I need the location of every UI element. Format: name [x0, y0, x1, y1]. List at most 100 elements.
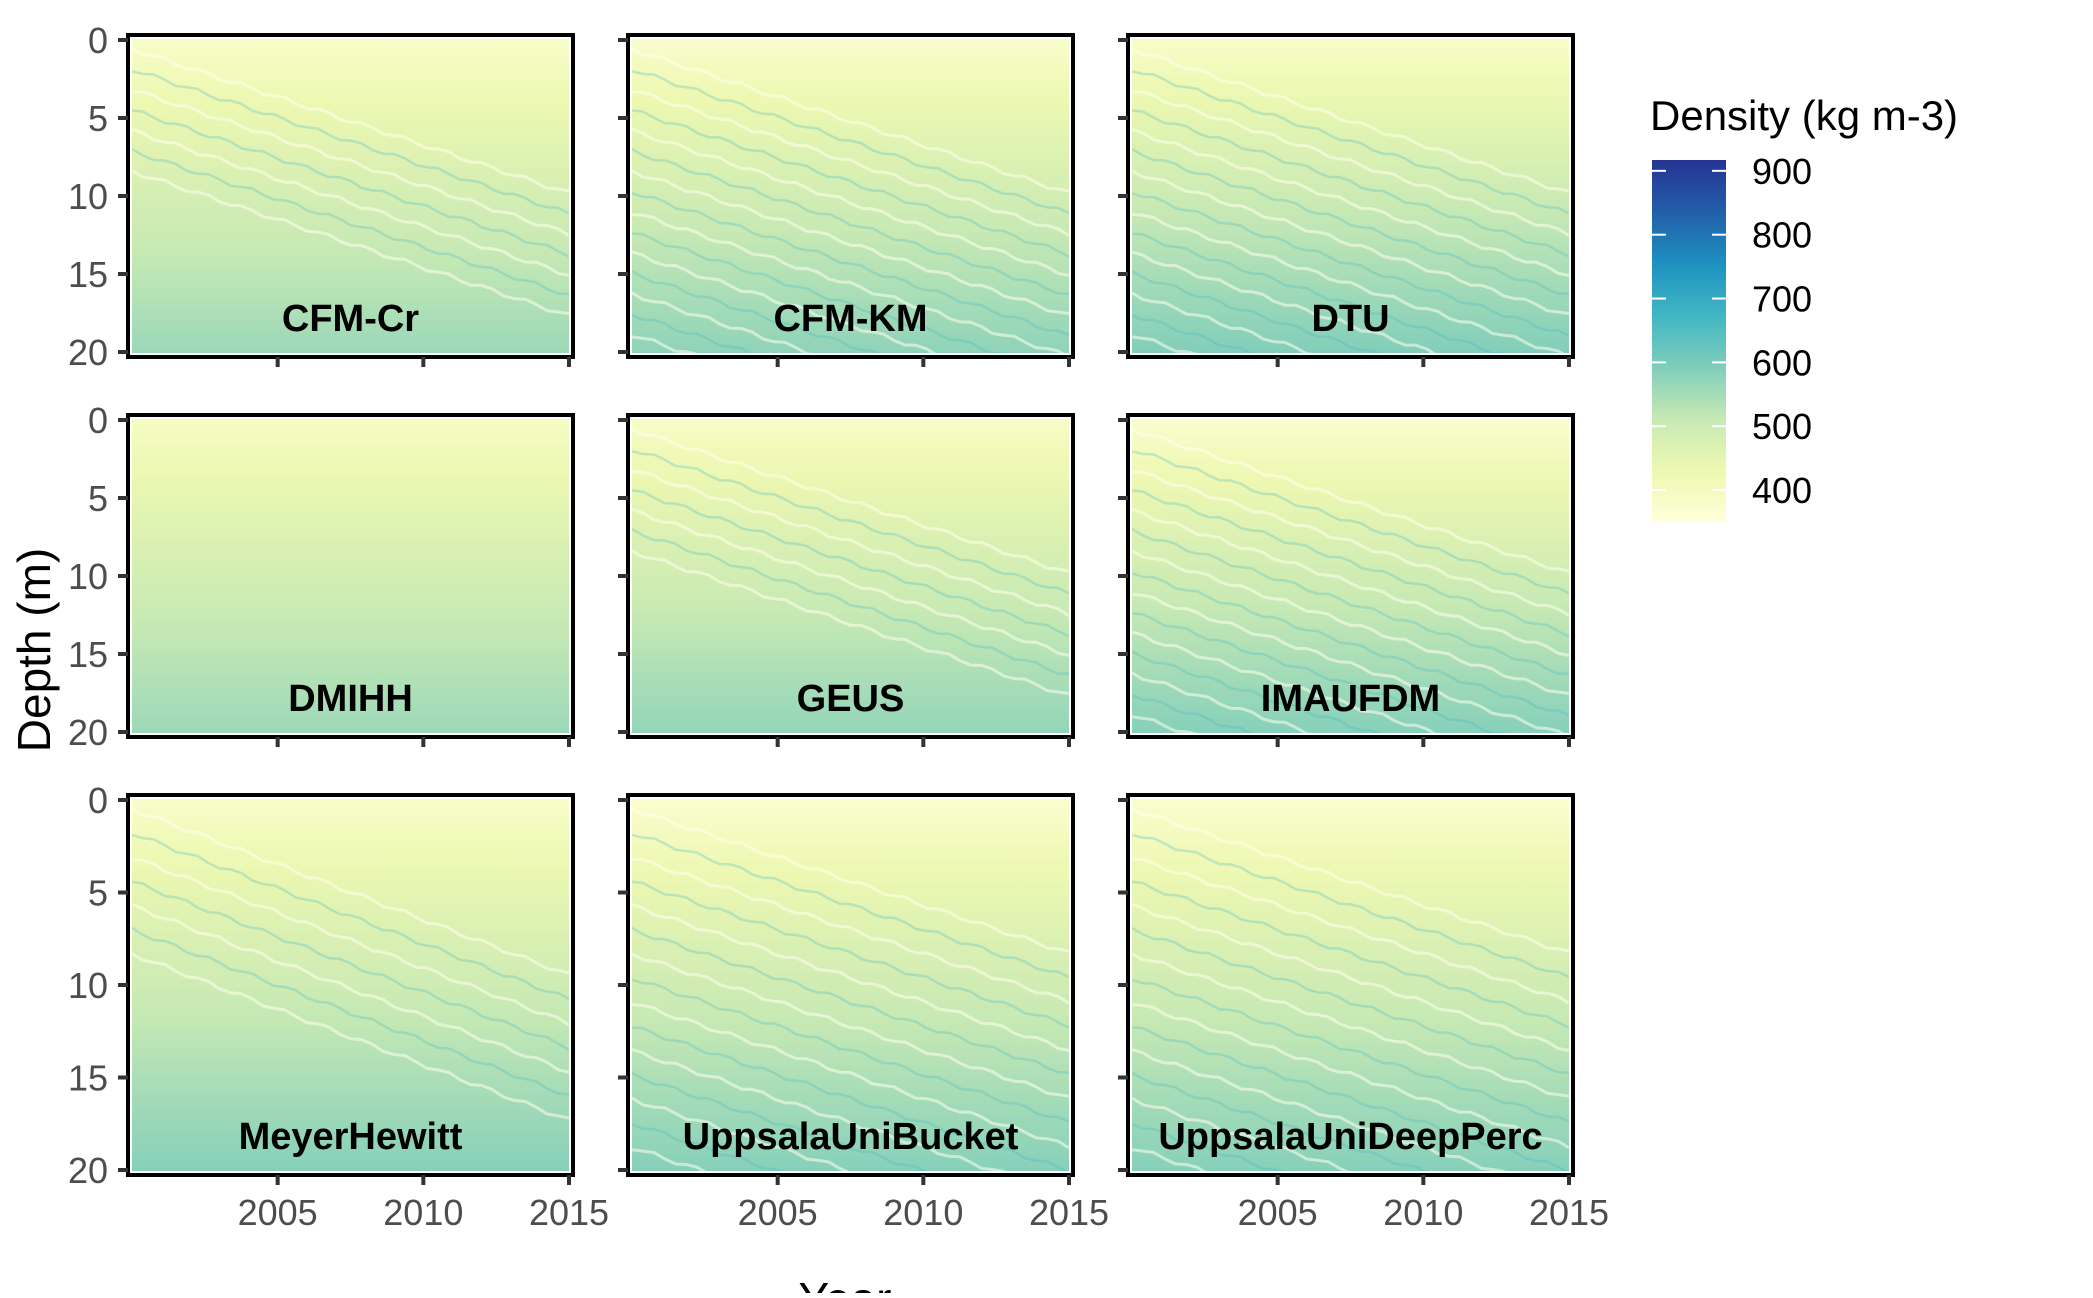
- layer-band: [1132, 880, 1569, 1029]
- layer-band: [1132, 857, 1569, 1005]
- y-tick-label: 20: [68, 332, 108, 373]
- legend-tick-label: 700: [1752, 279, 1812, 320]
- panel-label: CFM-KM: [773, 298, 927, 340]
- layer-band: [632, 192, 1069, 337]
- panel-label: GEUS: [797, 678, 905, 720]
- layer-band: [1132, 450, 1569, 595]
- layer-band: [632, 90, 1069, 237]
- legend-colorbar: [1652, 160, 1726, 522]
- layer-band: [1132, 109, 1569, 258]
- legend-tick-label: 800: [1752, 215, 1812, 256]
- layer-band: [632, 291, 813, 353]
- heatmap-fill: [132, 419, 569, 733]
- x-tick-label: 2010: [1383, 1192, 1463, 1233]
- layer-band: [1132, 147, 1569, 296]
- layer-band: [1132, 489, 1569, 638]
- layer-band: [1132, 1026, 1568, 1171]
- layer-band: [1132, 593, 1565, 733]
- layer-bands: [1132, 47, 1569, 353]
- layer-band: [1132, 952, 1569, 1098]
- layer-band: [132, 47, 569, 193]
- heatmap-fill: [1132, 799, 1569, 1171]
- layer-band: [632, 1071, 926, 1171]
- layer-band: [1132, 192, 1569, 337]
- layer-band: [632, 902, 1069, 1052]
- layer-band: [1132, 1071, 1426, 1171]
- layer-band: [632, 1096, 850, 1171]
- panel-label: UppsalaUniDeepPerc: [1158, 1116, 1542, 1158]
- layer-band: [1132, 671, 1313, 733]
- layer-band: [1132, 90, 1569, 237]
- layer-band: [132, 169, 569, 315]
- legend: Density (kg m-3) 900 800 700 600 500 400: [1650, 92, 1958, 522]
- layer-bands: [632, 807, 1069, 1171]
- layer-band: [1132, 232, 1506, 353]
- panel-GEUS: GEUS: [626, 413, 1075, 739]
- layer-band: [632, 1148, 707, 1171]
- x-tick-label: 2005: [1238, 1192, 1318, 1233]
- legend-tick-label: 600: [1752, 342, 1812, 383]
- layer-band: [132, 70, 569, 215]
- layer-band: [1132, 1148, 1207, 1171]
- panel-DTU: DTU: [1126, 33, 1575, 359]
- layer-band: [1132, 807, 1569, 953]
- layer-band: [632, 314, 752, 353]
- panel-label: CFM-Cr: [282, 298, 419, 340]
- layer-band: [632, 250, 936, 353]
- y-tick-label: 10: [68, 556, 108, 597]
- layer-band: [1132, 314, 1252, 353]
- layer-bands: [132, 807, 569, 1120]
- layer-band: [632, 70, 1069, 215]
- layer-band: [632, 1003, 1069, 1150]
- layer-band: [1132, 572, 1569, 717]
- panel-MeyerHewitt: MeyerHewitt: [126, 793, 575, 1177]
- layer-band: [632, 952, 1069, 1098]
- y-tick-label: 10: [68, 965, 108, 1006]
- y-tick-label: 0: [88, 780, 108, 821]
- x-tick-label: 2015: [1529, 1192, 1609, 1233]
- panel-CFM-Cr: CFM-Cr: [126, 33, 575, 359]
- layer-band: [1132, 1048, 1506, 1171]
- layer-band: [132, 833, 569, 1001]
- layer-band: [1132, 926, 1569, 1074]
- legend-tick-label: 900: [1752, 151, 1812, 192]
- y-tick-label: 15: [68, 254, 108, 295]
- layer-band: [132, 90, 569, 237]
- layer-band: [132, 127, 569, 277]
- layer-bands: [132, 47, 569, 315]
- y-tick-label: 10: [68, 176, 108, 217]
- layer-bands: [632, 427, 1069, 695]
- layer-band: [1132, 1096, 1350, 1171]
- panel-label: DMIHH: [288, 678, 413, 720]
- x-tick-label: 2005: [738, 1192, 818, 1233]
- layer-band: [132, 902, 569, 1074]
- layer-band: [632, 1123, 786, 1171]
- panel-label: UppsalaUniBucket: [683, 1116, 1019, 1158]
- y-tick-label: 20: [68, 1150, 108, 1191]
- layer-band: [1132, 127, 1569, 277]
- layer-band: [632, 1026, 1068, 1171]
- panel-CFM-KM: CFM-KM: [626, 33, 1075, 359]
- layer-band: [632, 232, 1006, 353]
- heatmap-fill: [632, 419, 1069, 733]
- y-tick-label: 5: [88, 98, 108, 139]
- panel-label: DTU: [1311, 298, 1389, 340]
- y-tick-label: 5: [88, 873, 108, 914]
- layer-band: [632, 489, 1069, 638]
- y-axis-title: Depth (m): [8, 548, 60, 752]
- panel-IMAUFDM: IMAUFDM: [1126, 413, 1575, 739]
- layer-band: [632, 427, 1069, 573]
- layer-band: [1132, 270, 1380, 353]
- layer-bands: [632, 47, 1069, 353]
- heatmap-fill: [1132, 39, 1569, 353]
- y-tick-label: 0: [88, 400, 108, 441]
- layer-band: [632, 880, 1069, 1029]
- layer-band: [1132, 650, 1380, 733]
- y-tick-label: 20: [68, 712, 108, 753]
- panel-UppsalaUniDeepPerc: UppsalaUniDeepPerc: [1126, 793, 1575, 1177]
- y-tick-label: 5: [88, 478, 108, 519]
- layer-band: [1132, 250, 1436, 353]
- layer-band: [632, 450, 1069, 595]
